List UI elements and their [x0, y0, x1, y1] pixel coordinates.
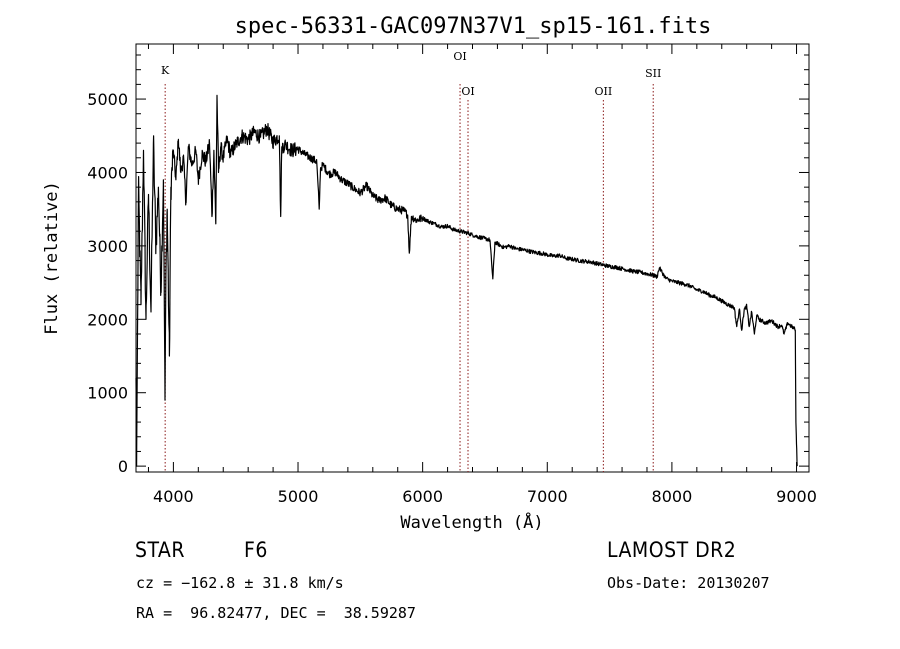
coordinates: RA = 96.82477, DEC = 38.59287	[136, 604, 416, 622]
x-tick-label: 6000	[402, 487, 443, 506]
x-tick-label: 5000	[278, 487, 319, 506]
x-tick-label: 4000	[153, 487, 194, 506]
spectral-line-label: K	[161, 64, 170, 77]
y-tick-label: 0	[118, 457, 128, 476]
spectral-line-label: SII	[645, 67, 661, 80]
y-tick-label: 5000	[87, 90, 128, 109]
spectral-line-label: OI	[461, 85, 474, 98]
x-tick-label: 7000	[527, 487, 568, 506]
y-axis-label: Flux (relative)	[42, 181, 62, 335]
x-axis-label: Wavelength (Å)	[400, 511, 543, 533]
y-tick-label: 3000	[87, 237, 128, 256]
object-subclass: F6	[244, 538, 268, 562]
redshift-cz: cz = −162.8 ± 31.8 km/s	[136, 574, 344, 592]
y-tick-label: 2000	[87, 310, 128, 329]
spectral-line-label: OII	[595, 85, 613, 98]
y-tick-label: 4000	[87, 163, 128, 182]
observation-date: Obs-Date: 20130207	[607, 574, 770, 592]
plot-frame	[135, 43, 810, 473]
survey-name: LAMOST DR2	[607, 538, 737, 562]
object-class: STAR	[135, 538, 185, 562]
x-tick-label: 9000	[776, 487, 817, 506]
chart-title: spec-56331-GAC097N37V1_sp15-161.fits	[235, 14, 712, 39]
spectral-line-label: OI	[453, 50, 466, 63]
y-tick-label: 1000	[87, 384, 128, 403]
spectrum-series-line	[135, 94, 798, 467]
x-tick-label: 8000	[652, 487, 693, 506]
